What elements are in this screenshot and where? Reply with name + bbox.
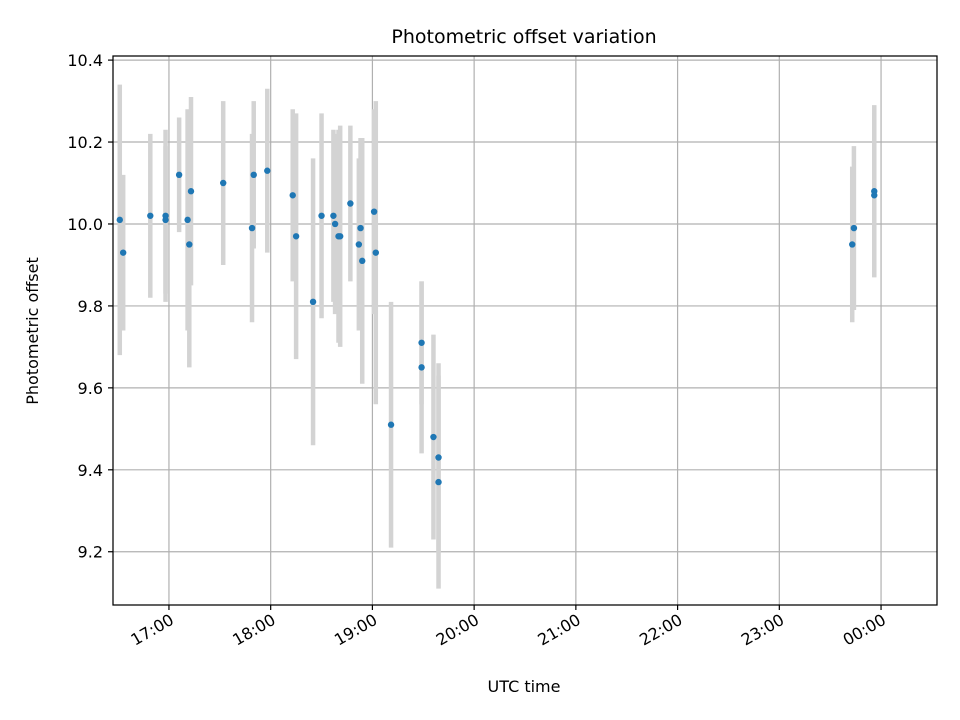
data-point [435, 478, 442, 486]
data-point [184, 216, 191, 224]
y-tick-label: 9.6 [78, 379, 103, 398]
data-point [220, 179, 227, 187]
data-point [162, 216, 169, 224]
data-point [119, 249, 127, 256]
data-point [250, 171, 257, 179]
data-point [370, 208, 378, 215]
data-point [418, 364, 425, 371]
data-point [175, 171, 183, 179]
y-tick-label: 10.2 [67, 133, 103, 152]
data-point [430, 433, 437, 441]
y-axis-label: Photometric offset [23, 257, 42, 405]
data-point [292, 233, 300, 240]
data-point [336, 233, 344, 240]
y-tick-label: 10.0 [67, 215, 103, 234]
data-point [435, 454, 442, 461]
data-points [116, 167, 878, 486]
data-point [187, 188, 195, 195]
data-point [849, 241, 856, 248]
data-point [318, 212, 325, 219]
y-tick-label: 9.2 [78, 543, 103, 562]
data-point [850, 224, 858, 232]
data-point [248, 224, 256, 232]
data-point [418, 339, 425, 346]
data-point [871, 188, 878, 195]
data-point [387, 421, 395, 428]
data-point [359, 257, 366, 265]
data-point [330, 212, 337, 219]
data-point [186, 241, 193, 248]
data-point [289, 192, 296, 199]
y-tick-label: 9.4 [78, 461, 103, 480]
data-point [357, 224, 364, 232]
data-point [116, 216, 123, 224]
data-point [347, 200, 354, 207]
data-point [372, 249, 379, 256]
y-tick-label: 10.4 [67, 51, 103, 70]
data-point [264, 167, 271, 174]
chart-title: Photometric offset variation [391, 26, 656, 48]
plot-frame [112, 55, 938, 606]
data-point [147, 212, 154, 219]
y-tick-label: 9.8 [78, 297, 103, 316]
data-point [331, 220, 339, 228]
x-axis-label: UTC time [488, 677, 561, 696]
data-point [309, 298, 317, 306]
data-point [355, 241, 363, 248]
